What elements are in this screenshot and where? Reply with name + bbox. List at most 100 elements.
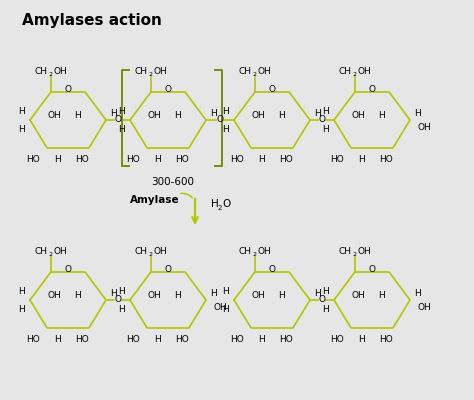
- Text: HO: HO: [26, 336, 40, 344]
- Text: OH: OH: [147, 110, 161, 120]
- Text: H: H: [223, 304, 229, 314]
- Text: Amylase: Amylase: [130, 195, 180, 205]
- Text: O: O: [268, 84, 275, 94]
- Text: OH: OH: [417, 122, 431, 132]
- Text: CH: CH: [239, 246, 252, 256]
- Text: 300-600: 300-600: [152, 177, 194, 187]
- Text: O: O: [64, 84, 72, 94]
- Text: HO: HO: [126, 336, 140, 344]
- Text: O: O: [64, 264, 72, 274]
- Text: O: O: [115, 296, 121, 304]
- Text: OH: OH: [54, 246, 68, 256]
- Text: H: H: [259, 156, 265, 164]
- Text: H: H: [155, 336, 161, 344]
- Text: H: H: [279, 290, 285, 300]
- Text: H: H: [315, 290, 321, 298]
- Text: H: H: [415, 110, 421, 118]
- Text: HO: HO: [75, 336, 89, 344]
- Text: O: O: [164, 264, 172, 274]
- Text: OH: OH: [54, 66, 68, 76]
- Text: H: H: [55, 336, 61, 344]
- Text: H: H: [210, 110, 218, 118]
- Text: OH: OH: [258, 246, 272, 256]
- Text: OH: OH: [417, 302, 431, 312]
- Text: H: H: [18, 124, 26, 134]
- Text: HO: HO: [175, 156, 189, 164]
- Text: H: H: [315, 110, 321, 118]
- Text: OH: OH: [213, 302, 227, 312]
- Text: CH: CH: [135, 246, 148, 256]
- Text: H: H: [74, 110, 82, 120]
- Text: HO: HO: [175, 336, 189, 344]
- Text: OH: OH: [351, 110, 365, 120]
- Text: H: H: [379, 290, 385, 300]
- Text: O: O: [319, 116, 326, 124]
- Text: H: H: [223, 286, 229, 296]
- Text: HO: HO: [379, 336, 393, 344]
- Text: H: H: [415, 290, 421, 298]
- Text: H: H: [359, 336, 365, 344]
- Text: H: H: [18, 286, 26, 296]
- Text: H: H: [359, 156, 365, 164]
- Text: H: H: [155, 156, 161, 164]
- Text: OH: OH: [251, 290, 265, 300]
- Text: O: O: [222, 199, 230, 209]
- Text: HO: HO: [230, 156, 244, 164]
- Text: H: H: [279, 110, 285, 120]
- Text: HO: HO: [126, 156, 140, 164]
- Text: O: O: [217, 116, 224, 124]
- Text: CH: CH: [339, 66, 352, 76]
- Text: OH: OH: [47, 110, 61, 120]
- Text: O: O: [115, 116, 121, 124]
- Text: 2: 2: [352, 252, 356, 256]
- Text: 2: 2: [48, 252, 53, 256]
- Text: 2: 2: [352, 72, 356, 76]
- Text: 2: 2: [148, 252, 153, 256]
- Text: OH: OH: [258, 66, 272, 76]
- Text: H: H: [323, 124, 329, 134]
- Text: H: H: [118, 106, 126, 116]
- Text: H: H: [110, 290, 118, 298]
- Text: HO: HO: [330, 336, 344, 344]
- Text: H: H: [211, 199, 219, 209]
- Text: OH: OH: [147, 290, 161, 300]
- Text: H: H: [379, 110, 385, 120]
- Text: OH: OH: [154, 66, 168, 76]
- Text: Amylases action: Amylases action: [22, 12, 162, 28]
- Text: H: H: [174, 290, 182, 300]
- Text: H: H: [323, 286, 329, 296]
- Text: 2: 2: [148, 72, 153, 76]
- Text: OH: OH: [251, 110, 265, 120]
- Text: CH: CH: [35, 246, 48, 256]
- Text: 2: 2: [252, 72, 256, 76]
- Text: H: H: [223, 106, 229, 116]
- Text: CH: CH: [35, 66, 48, 76]
- Text: HO: HO: [330, 156, 344, 164]
- Text: H: H: [323, 106, 329, 116]
- Text: OH: OH: [358, 246, 372, 256]
- Text: H: H: [110, 110, 118, 118]
- Text: H: H: [118, 124, 126, 134]
- Text: 2: 2: [252, 252, 256, 256]
- Text: O: O: [368, 264, 375, 274]
- Text: H: H: [55, 156, 61, 164]
- Text: O: O: [268, 264, 275, 274]
- Text: H: H: [18, 106, 26, 116]
- Text: OH: OH: [154, 246, 168, 256]
- Text: HO: HO: [230, 336, 244, 344]
- Text: O: O: [368, 84, 375, 94]
- Text: H: H: [18, 304, 26, 314]
- Text: CH: CH: [135, 66, 148, 76]
- Text: H: H: [223, 124, 229, 134]
- Text: H: H: [174, 110, 182, 120]
- Text: H: H: [74, 290, 82, 300]
- Text: CH: CH: [239, 66, 252, 76]
- Text: O: O: [319, 296, 326, 304]
- Text: H: H: [259, 336, 265, 344]
- Text: 2: 2: [218, 204, 222, 210]
- Text: OH: OH: [358, 66, 372, 76]
- Text: H: H: [210, 290, 218, 298]
- Text: CH: CH: [339, 246, 352, 256]
- Text: OH: OH: [47, 290, 61, 300]
- Text: H: H: [323, 304, 329, 314]
